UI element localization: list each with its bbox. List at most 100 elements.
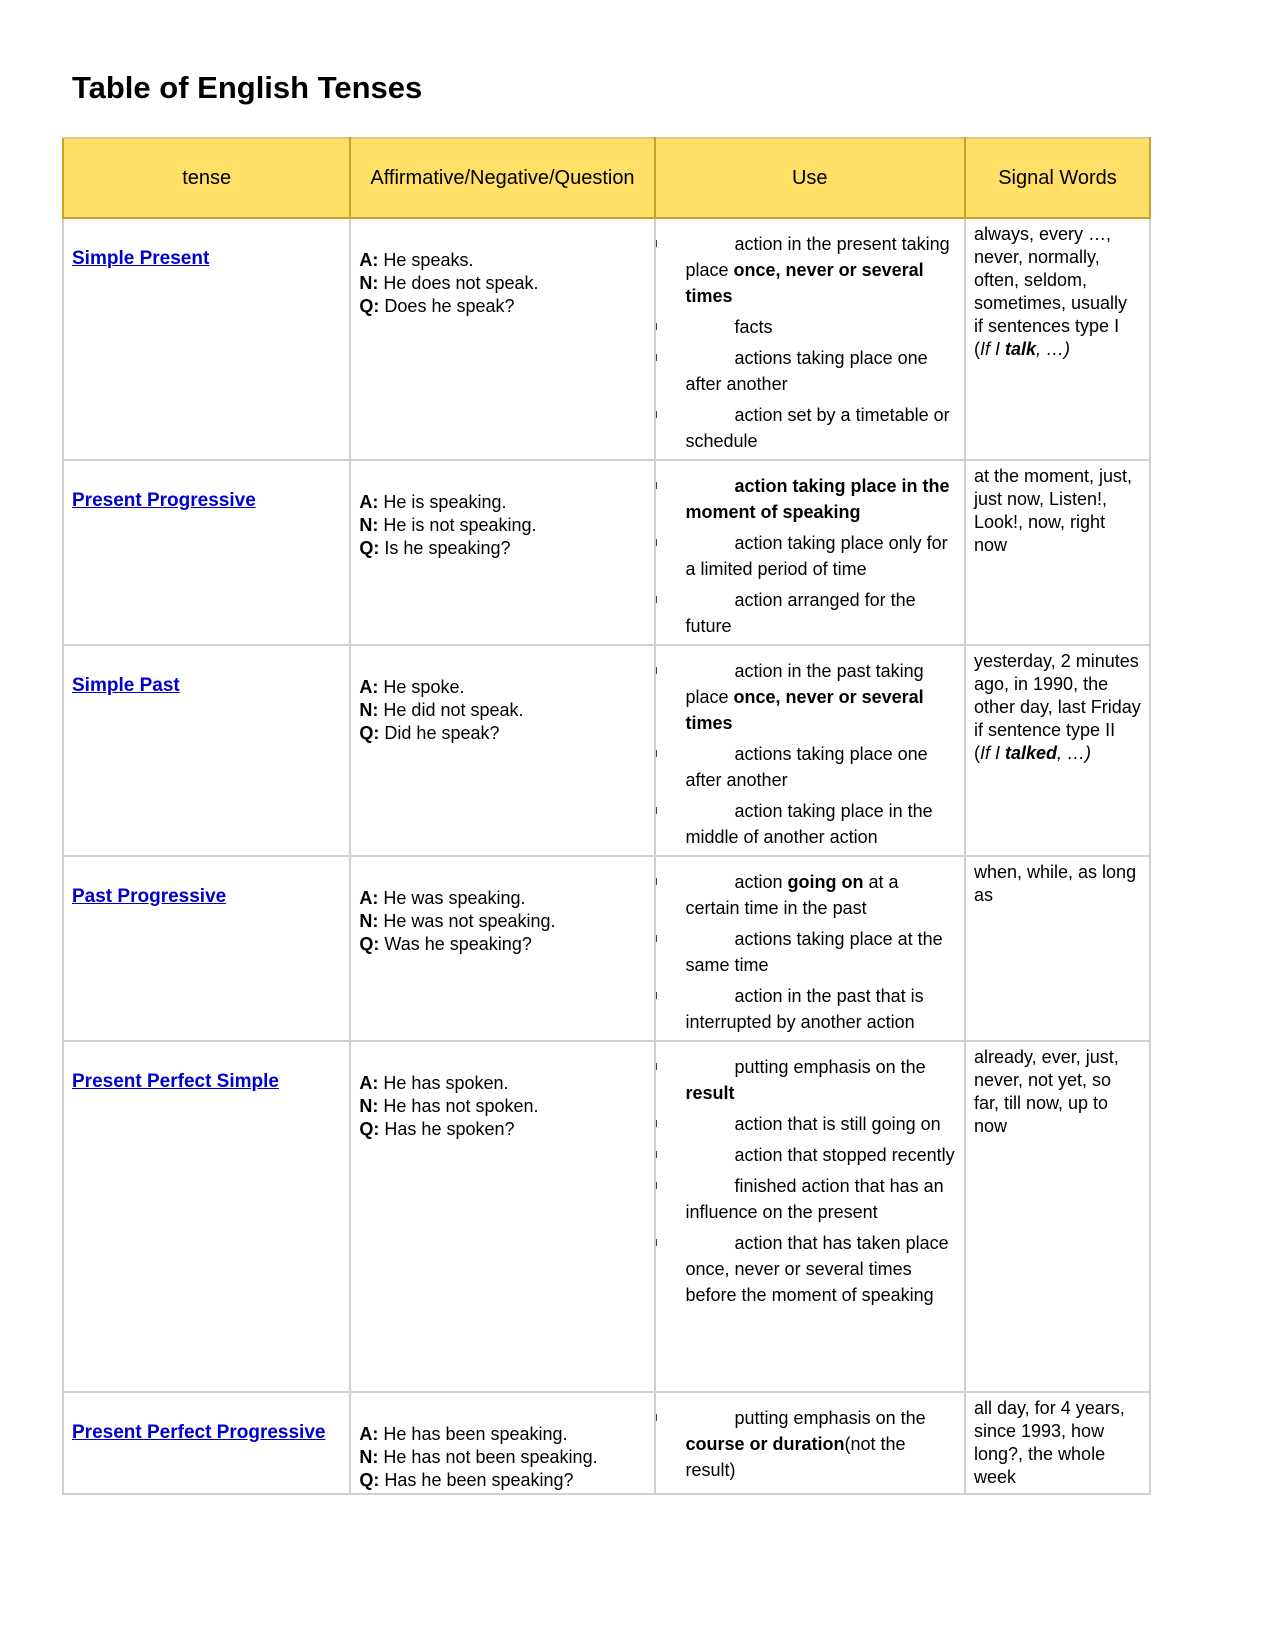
signal-words-cell: already, ever, just, never, not yet, so …	[963, 1040, 1152, 1393]
form-sentence: Is he speaking?	[379, 538, 511, 558]
text-run: going on	[787, 872, 864, 892]
page-title: Table of English Tenses	[72, 70, 423, 105]
form-label: Q:	[359, 538, 380, 558]
text-run: action in the past that is interrupted b…	[685, 986, 924, 1032]
form-label: N:	[359, 1447, 379, 1467]
header-signal-words: Signal Words	[963, 137, 1152, 219]
use-item: action arranged for the future	[655, 587, 956, 639]
tense-link[interactable]: Past Progressive	[72, 886, 227, 907]
form-label: N:	[359, 273, 379, 293]
text-run: putting emphasis on the	[734, 1057, 926, 1077]
table-row: Past Progressive A: He was speaking. N: He…	[61, 855, 1152, 1042]
form-line: A: He spoke.	[359, 676, 645, 699]
text-run: action taking place in the middle of ano…	[685, 801, 933, 847]
use-item: action that is still going on	[655, 1111, 956, 1137]
tense-link[interactable]: Simple Past	[72, 675, 180, 696]
text-run: once, never or several times	[685, 687, 924, 733]
form-label: Q:	[359, 723, 380, 743]
text-run: action that stopped recently	[734, 1145, 955, 1165]
text-run: action arranged for the future	[685, 590, 916, 636]
signal-line: all day, for 4 years, since 1993, how lo…	[974, 1397, 1141, 1489]
text-run: (	[973, 743, 980, 763]
form-line: A: He has been speaking.	[359, 1423, 645, 1446]
use-item: putting emphasis on the result	[655, 1054, 956, 1106]
form-sentence: He does not speak.	[378, 273, 539, 293]
table-row: Simple Present A: He speaks. N: He does no…	[61, 217, 1152, 461]
form-line: Q: Does he speak?	[359, 295, 645, 318]
tense-link[interactable]: Simple Present	[72, 248, 210, 269]
form-label: N:	[359, 911, 379, 931]
form-sentence: He has spoken.	[378, 1073, 509, 1093]
form-label: A:	[359, 888, 379, 908]
use-item: action in the past that is interrupted b…	[655, 983, 956, 1035]
form-sentence: He is speaking.	[378, 492, 507, 512]
text-run: putting emphasis on the	[734, 1408, 926, 1428]
form-sentence: He was not speaking.	[378, 911, 556, 931]
form-sentence: Was he speaking?	[379, 934, 532, 954]
text-run: actions taking place one after another	[685, 744, 928, 790]
text-run: all day, for 4 years, since 1993, how lo…	[973, 1398, 1125, 1487]
text-run: actions taking place at the same time	[685, 929, 943, 975]
form-sentence: He is not speaking.	[378, 515, 537, 535]
use-item: action set by a timetable or schedule	[655, 402, 956, 454]
signal-line: if sentence type II	[974, 719, 1141, 742]
bullet-icon	[655, 807, 657, 814]
use-item: actions taking place one after another	[655, 345, 956, 397]
form-sentence: He spoke.	[378, 677, 465, 697]
form-line: A: He has spoken.	[359, 1072, 645, 1095]
tense-link[interactable]: Present Perfect Simple	[72, 1071, 279, 1092]
form-sentence: He was speaking.	[378, 888, 526, 908]
text-run: course or duration	[685, 1434, 845, 1454]
bullet-icon	[655, 482, 657, 489]
form-line: Q: Is he speaking?	[359, 537, 645, 560]
use-item: actions taking place at the same time	[655, 926, 956, 978]
tense-cell: Simple Present	[61, 217, 352, 461]
bullet-icon	[655, 1120, 657, 1127]
forms-cell: A: He was speaking. N: He was not speakin…	[349, 855, 656, 1042]
text-run: (	[973, 339, 980, 359]
bullet-icon	[655, 1063, 657, 1070]
forms-cell: A: He is speaking. N: He is not speaking.…	[349, 459, 656, 646]
text-run: always, every …, never, normally, often,…	[973, 224, 1128, 313]
text-run: result	[685, 1083, 735, 1103]
form-label: A:	[359, 250, 379, 270]
tense-cell: Simple Past	[61, 644, 352, 857]
text-run: , …)	[1057, 743, 1092, 763]
text-run: facts	[734, 317, 773, 337]
form-sentence: He has been speaking.	[378, 1424, 568, 1444]
table-row: Present Progressive A: He is speaking. N: …	[61, 459, 1152, 646]
text-run: , …)	[1036, 339, 1071, 359]
form-line: Q: Was he speaking?	[359, 933, 645, 956]
form-sentence: Did he speak?	[379, 723, 500, 743]
form-sentence: He did not speak.	[378, 700, 524, 720]
form-line: N: He did not speak.	[359, 699, 645, 722]
use-item: action in the past taking place once, ne…	[655, 658, 956, 736]
tense-link[interactable]: Present Perfect Progressive	[72, 1422, 326, 1443]
form-line: N: He does not speak.	[359, 272, 645, 295]
signal-words-cell: always, every …, never, normally, often,…	[963, 217, 1152, 461]
forms-cell: A: He speaks. N: He does not speak. Q: Doe…	[349, 217, 656, 461]
form-sentence: Does he speak?	[379, 296, 515, 316]
bullet-icon	[655, 240, 657, 247]
text-run: talk	[1005, 339, 1037, 359]
text-run: once, never or several times	[685, 260, 924, 306]
use-cell: putting emphasis on the course or durati…	[653, 1391, 966, 1495]
text-run: if sentence type II	[973, 720, 1116, 740]
use-item: action that has taken place once, never …	[655, 1230, 956, 1308]
signal-line: when, while, as long as	[974, 861, 1141, 907]
use-item: putting emphasis on the course or durati…	[655, 1405, 956, 1483]
text-run: talked	[1005, 743, 1058, 763]
form-label: Q:	[359, 934, 380, 954]
signal-line: (If I talk, …)	[974, 338, 1141, 361]
tense-link[interactable]: Present Progressive	[72, 490, 256, 511]
form-label: N:	[359, 700, 379, 720]
form-label: Q:	[359, 296, 380, 316]
form-label: A:	[359, 492, 379, 512]
tense-cell: Present Perfect Progressive	[61, 1391, 352, 1495]
signal-line: at the moment, just, just now, Listen!, …	[974, 465, 1141, 557]
bullet-icon	[655, 411, 657, 418]
form-label: N:	[359, 515, 379, 535]
form-line: Q: Has he been speaking?	[359, 1469, 645, 1492]
text-run: when, while, as long as	[973, 862, 1137, 905]
form-line: N: He was not speaking.	[359, 910, 645, 933]
